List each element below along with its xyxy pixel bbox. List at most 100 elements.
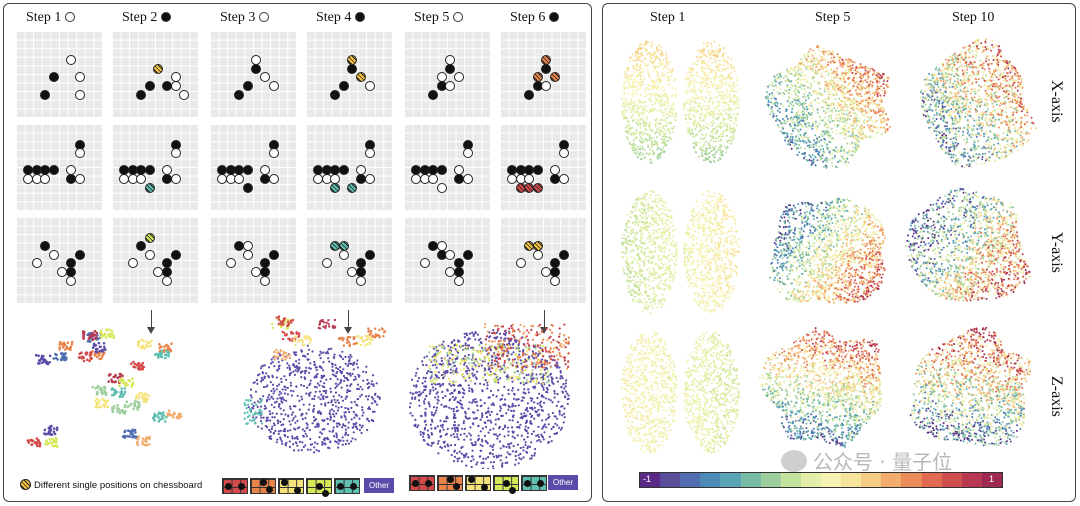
white-stone xyxy=(454,275,464,286)
cluster-point xyxy=(438,430,442,433)
cluster-point xyxy=(505,456,508,459)
embedding-point xyxy=(634,50,637,53)
cluster-point xyxy=(359,385,362,388)
cluster-point xyxy=(557,341,560,344)
cluster-point xyxy=(282,429,285,433)
cluster-point xyxy=(512,375,515,378)
embedding-point xyxy=(732,138,735,141)
cluster-point xyxy=(118,409,122,413)
cluster-point xyxy=(434,396,437,399)
cluster-point xyxy=(339,381,342,384)
embedding-point xyxy=(638,120,640,123)
embedding-point xyxy=(660,152,663,155)
cluster-point xyxy=(474,338,477,341)
white-stone xyxy=(170,174,181,184)
cluster-point xyxy=(135,394,138,398)
cluster-point xyxy=(531,408,534,411)
cluster-point xyxy=(521,367,524,370)
embedding-point xyxy=(675,115,677,118)
cluster-point xyxy=(106,405,110,409)
cluster-point xyxy=(540,341,544,344)
cluster-point xyxy=(275,400,278,403)
cluster-point xyxy=(322,351,325,354)
embedding-point xyxy=(665,129,668,132)
embedding-point xyxy=(637,100,640,103)
cluster-point xyxy=(509,362,512,365)
cluster-point xyxy=(514,354,518,357)
cluster-point xyxy=(63,342,66,345)
cluster-point xyxy=(82,337,85,340)
embedding-point xyxy=(639,78,642,81)
cluster-point xyxy=(469,373,472,376)
embedding-point xyxy=(671,68,674,71)
embedding-point xyxy=(631,86,634,89)
embedding-point xyxy=(659,45,662,48)
cluster-point xyxy=(322,325,325,328)
embedding-point xyxy=(720,108,723,111)
embedding-point xyxy=(715,66,718,69)
embedding-point xyxy=(702,145,705,148)
embedding-point xyxy=(689,107,692,110)
cluster-point xyxy=(140,392,143,395)
cluster-point xyxy=(567,394,570,397)
cluster-point xyxy=(277,405,281,408)
cluster-point xyxy=(542,382,545,385)
cluster-point xyxy=(323,382,326,385)
cluster-point xyxy=(567,365,570,368)
cluster-point xyxy=(490,410,493,413)
cluster-point xyxy=(356,359,359,362)
cluster-point xyxy=(316,425,320,428)
cluster-point xyxy=(350,440,353,443)
cluster-point xyxy=(282,418,285,421)
cluster-point xyxy=(292,351,296,354)
embedding-point xyxy=(635,76,638,79)
cluster-point xyxy=(519,323,522,327)
cluster-point xyxy=(381,328,384,331)
cluster-point xyxy=(329,409,332,412)
cluster-point xyxy=(547,413,550,416)
cluster-point xyxy=(498,332,502,335)
embedding-point xyxy=(721,82,724,85)
cluster-point xyxy=(518,373,521,376)
embedding-point xyxy=(699,128,702,131)
embedding-point xyxy=(670,75,673,78)
cluster-point xyxy=(528,344,531,347)
embedding-point xyxy=(695,108,698,111)
cluster-point xyxy=(282,398,285,401)
embedding-point xyxy=(692,124,695,127)
embedding-point xyxy=(803,108,806,110)
embedding-point xyxy=(728,106,731,109)
cluster-point xyxy=(523,325,526,328)
embedding-point xyxy=(736,80,738,82)
cluster-point xyxy=(58,343,62,346)
cluster-point xyxy=(285,378,288,381)
embedding-point xyxy=(717,148,719,151)
cluster-point xyxy=(451,395,454,398)
cluster-point xyxy=(110,332,114,336)
embedding-point xyxy=(652,86,655,89)
tsne-cluster-plot-step6 xyxy=(409,323,570,469)
cluster-point xyxy=(356,383,360,386)
embedding-point xyxy=(715,49,718,52)
embedding-point xyxy=(717,123,720,126)
embedding-point xyxy=(644,42,647,44)
embedding-point xyxy=(666,56,668,59)
cluster-point xyxy=(248,414,251,417)
highlighted-stone xyxy=(330,182,341,193)
embedding-point xyxy=(723,93,726,96)
cluster-point xyxy=(269,381,272,384)
cluster-point xyxy=(442,374,445,377)
cluster-point xyxy=(347,340,351,344)
embedding-point xyxy=(712,122,715,125)
embedding-point xyxy=(704,140,707,143)
cluster-point xyxy=(511,389,514,392)
embedding-point xyxy=(657,95,660,98)
cluster-point xyxy=(97,384,100,388)
cluster-point xyxy=(307,358,310,361)
embedding-point xyxy=(648,138,651,140)
cluster-point xyxy=(500,454,503,457)
cluster-point xyxy=(556,340,559,343)
cluster-point xyxy=(496,336,499,339)
cluster-point xyxy=(564,382,567,385)
cluster-point xyxy=(60,343,64,346)
